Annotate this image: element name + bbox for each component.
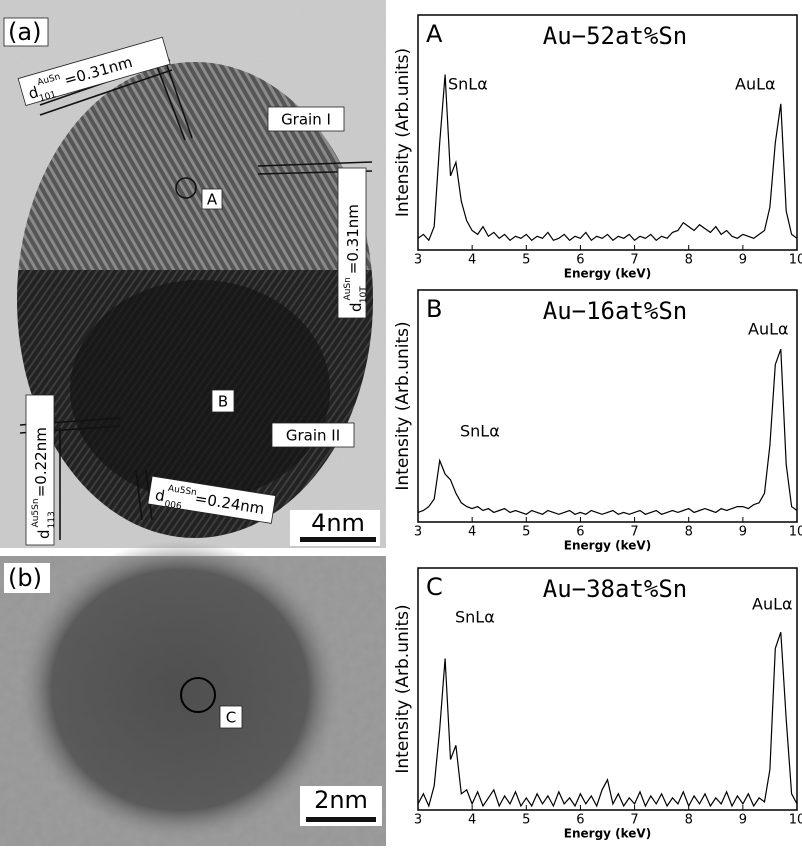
d-subscript: 101 [38, 89, 57, 103]
panel-letter: B [426, 295, 442, 323]
x-axis-label: Energy (keV) [564, 539, 651, 553]
d-subscript: 006 [164, 499, 183, 512]
x-tick-label: 4 [468, 813, 476, 828]
x-tick-label: 7 [630, 253, 638, 268]
peak-annotation: SnLα [455, 608, 495, 627]
grain-label: Grain II [286, 427, 340, 445]
x-tick-label: 7 [630, 813, 638, 828]
peak-annotation: SnLα [448, 75, 488, 94]
point-label: B [218, 393, 228, 411]
x-tick-label: 10 [789, 253, 802, 268]
x-tick-label: 9 [739, 253, 747, 268]
plot-frame [417, 567, 798, 811]
d-superscript: AuSn [343, 277, 353, 300]
peak-annotation: AuLα [748, 320, 789, 339]
d-symbol: d [154, 486, 166, 505]
x-tick-label: 6 [576, 253, 584, 268]
x-tick-label: 6 [576, 525, 584, 540]
x-axis-label: Energy (keV) [564, 827, 651, 841]
point-label: A [207, 191, 218, 209]
tem-image-b: (b) C 2nm [0, 540, 386, 846]
d-value: =0.22nm [32, 427, 50, 497]
d-superscript: Au5Sn [31, 498, 41, 527]
d-value: =0.31nm [344, 204, 362, 274]
d-symbol: d [347, 302, 365, 312]
x-tick-label: 5 [522, 813, 530, 828]
spectrum-line [417, 348, 798, 515]
y-axis-label: Intensity (Arb.units) [393, 48, 413, 217]
spectrum-line [417, 632, 798, 808]
x-axis-label: Energy (keV) [564, 267, 651, 281]
peak-annotation: AuLα [735, 75, 776, 94]
x-tick-label: 7 [630, 525, 638, 540]
grain-label: Grain I [281, 111, 331, 129]
scale-bar-label: 2nm [314, 786, 368, 814]
spectrum-line [417, 74, 798, 242]
spacing-labels: dAuSn101=0.31nm dAuSn 10T=0.31nm dAu5Sn 11… [17, 36, 369, 546]
d-superscript: Au5Sn [167, 483, 197, 497]
panel-letter: A [426, 20, 443, 48]
d-subscript: 113 [47, 511, 57, 528]
x-tick-label: 3 [414, 525, 422, 540]
chart-title: Au−38at%Sn [543, 575, 688, 603]
spectra: A Au−52at%Sn Energy (keV) Intensity (Arb.un… [393, 14, 802, 841]
tem-image-a: (a) A B Grain I Grain II 4nm d AuSn 101 =0.… [0, 0, 386, 548]
plot-frame [417, 289, 798, 523]
x-tick-label: 5 [522, 525, 530, 540]
point-label: C [226, 709, 236, 727]
d-symbol: d [35, 529, 53, 539]
d-subscript: 10T [359, 286, 369, 303]
x-tick-label: 3 [414, 813, 422, 828]
peak-annotation: SnLα [460, 422, 500, 441]
x-tick-label: 10 [789, 813, 802, 828]
y-axis-label: Intensity (Arb.units) [393, 604, 413, 773]
x-tick-label: 10 [789, 525, 802, 540]
chart-title: Au−16at%Sn [543, 297, 688, 325]
chart-title: Au−52at%Sn [543, 22, 688, 50]
panel-letter: C [426, 573, 443, 601]
x-tick-label: 8 [685, 253, 693, 268]
x-tick-label: 6 [576, 813, 584, 828]
x-tick-label: 4 [468, 253, 476, 268]
x-tick-label: 9 [739, 525, 747, 540]
plot-frame [417, 14, 798, 251]
x-tick-label: 5 [522, 253, 530, 268]
x-tick-label: 3 [414, 253, 422, 268]
x-tick-label: 9 [739, 813, 747, 828]
x-tick-label: 8 [685, 813, 693, 828]
x-tick-label: 8 [685, 525, 693, 540]
panel-label: (a) [8, 18, 41, 46]
panel-label: (b) [8, 564, 42, 592]
x-tick-label: 4 [468, 525, 476, 540]
scale-bar-label: 4nm [311, 509, 365, 537]
y-axis-label: Intensity (Arb.units) [393, 321, 413, 490]
peak-annotation: AuLα [752, 595, 793, 614]
